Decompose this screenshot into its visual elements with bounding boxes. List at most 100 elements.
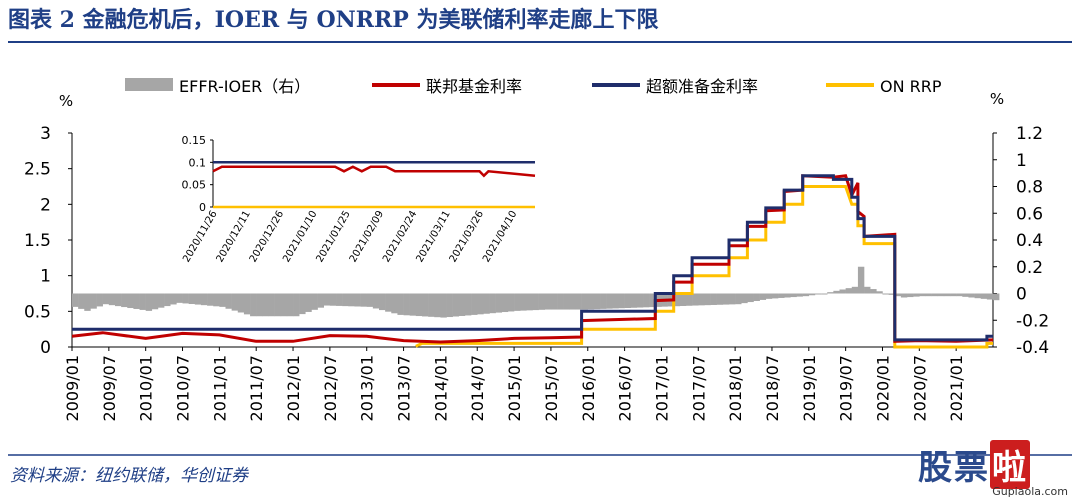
effr-ioer-bar (329, 293, 337, 306)
inset-xtick-label: 2021/03/26 (448, 209, 486, 264)
effr-ioer-bar (986, 293, 994, 300)
effr-ioer-bar (495, 293, 503, 313)
xtick-label: 2014/01 (431, 355, 450, 421)
effr-ioer-bar (980, 293, 988, 299)
inset-xtick-label: 2021/03/11 (414, 209, 452, 264)
watermark-url: Gupiaola.com (992, 485, 1068, 498)
inset-ytick-label: 0.1 (189, 156, 207, 169)
effr-ioer-bar (735, 293, 742, 305)
effr-ioer-bar (200, 293, 208, 306)
effr-ioer-bar (649, 293, 656, 308)
effr-ioer-bar (728, 293, 736, 305)
inset-xtick-label: 2021/02/09 (348, 209, 386, 264)
effr-ioer-bar (747, 293, 754, 303)
legend-label: ON RRP (880, 77, 942, 96)
xtick-label: 2012/07 (321, 355, 340, 421)
effr-ioer-bar (372, 293, 380, 309)
effr-ioer-bar (471, 293, 478, 315)
effr-ioer-bar (857, 266, 865, 294)
effr-ioer-bar (544, 293, 552, 310)
right-ytick-label: 0.6 (1016, 204, 1043, 224)
effr-ioer-bar (802, 293, 810, 297)
effr-ioer-bar (827, 292, 834, 294)
xtick-label: 2014/07 (468, 355, 487, 421)
effr-ioer-bar (464, 293, 472, 316)
xtick-label: 2018/07 (763, 355, 782, 421)
effr-ioer-bar (833, 290, 840, 294)
effr-ioer-bar (114, 293, 122, 307)
effr-ioer-bar (618, 293, 625, 309)
effr-ioer-bar (962, 293, 969, 297)
effr-ioer-bar (231, 293, 239, 311)
effr-ioer-bar (993, 293, 1000, 301)
legend-label: EFFR-IOER（右） (179, 77, 310, 96)
effr-ioer-bar (814, 293, 822, 295)
effr-ioer-bar (606, 293, 613, 309)
effr-ioer-bar (864, 286, 871, 294)
effr-ioer-bar (907, 293, 914, 298)
effr-ioer-bar (507, 293, 515, 312)
xtick-label: 2013/01 (358, 355, 377, 421)
effr-ioer-bar (440, 293, 447, 318)
effr-ioer-bar (458, 293, 466, 316)
effr-ioer-bar (870, 289, 877, 294)
effr-ioer-bar (950, 293, 957, 297)
effr-ioer-bar (305, 293, 312, 312)
on-rrp-line (415, 185, 993, 349)
right-ytick-label: 0 (1016, 285, 1027, 305)
effr-ioer-bar (876, 291, 883, 294)
right-ytick-label: 0.2 (1016, 258, 1043, 278)
effr-ioer-bar (145, 293, 153, 311)
effr-ioer-bar (489, 293, 496, 314)
left-unit-label: % (59, 92, 73, 110)
xtick-label: 2019/01 (800, 355, 819, 421)
effr-ioer-bar (102, 293, 110, 305)
effr-ioer-bar (974, 293, 981, 299)
xtick-label: 2009/01 (63, 355, 82, 421)
effr-ioer-bar (280, 293, 288, 317)
inset-ytick-label: 0 (199, 201, 206, 214)
xtick-label: 2015/07 (542, 355, 561, 421)
effr-ioer-bar (569, 293, 576, 310)
xtick-label: 2011/07 (247, 355, 266, 421)
effr-ioer-bar (348, 293, 355, 307)
effr-ioer-bar (207, 293, 214, 306)
effr-ioer-bar (219, 293, 226, 307)
effr-ioer-bar (274, 293, 282, 317)
xtick-label: 2015/01 (505, 355, 524, 421)
effr-ioer-bar (771, 293, 779, 299)
effr-ioer-bar (403, 293, 410, 316)
effr-ioer-bar (710, 293, 717, 305)
effr-ioer-bar (164, 293, 171, 307)
legend-label: 超额准备金利率 (646, 77, 758, 96)
effr-ioer-bar (133, 293, 140, 309)
effr-ioer-bar (943, 293, 951, 297)
effr-ioer-bar (808, 293, 816, 296)
right-ytick-label: 1.2 (1016, 124, 1043, 144)
effr-ioer-bar (790, 293, 797, 298)
watermark-cn-part2: 啦 (990, 440, 1030, 489)
effr-ioer-bar (225, 293, 232, 309)
effr-ioer-bar (483, 293, 490, 314)
effr-ioer-bar (931, 293, 938, 297)
right-ytick-label: -0.2 (1016, 311, 1049, 331)
effr-ioer-bar (237, 293, 245, 313)
effr-ioer-bar (452, 293, 460, 317)
effr-ioer-bar (342, 293, 349, 307)
right-ytick-label: 0.8 (1016, 178, 1043, 198)
effr-ioer-bar (139, 293, 146, 310)
effr-ioer-bar (84, 293, 91, 311)
xtick-label: 2019/07 (837, 355, 856, 421)
figure-title: 图表 2 金融危机后，IOER 与 ONRRP 为美联储利率走廊上下限 (8, 7, 659, 33)
effr-ioer-bar (151, 293, 159, 310)
effr-ioer-bar (311, 293, 318, 310)
xtick-label: 2011/01 (210, 355, 229, 421)
effr-ioer-bar (765, 293, 773, 299)
inset-ytick-label: 0.05 (182, 179, 207, 192)
effr-ioer-bar (526, 293, 533, 311)
right-ytick-label: 0.4 (1016, 231, 1043, 251)
right-unit-label: % (990, 90, 1004, 108)
inset-ytick-label: 0.15 (182, 134, 207, 147)
left-ytick-label: 0.5 (24, 302, 51, 322)
